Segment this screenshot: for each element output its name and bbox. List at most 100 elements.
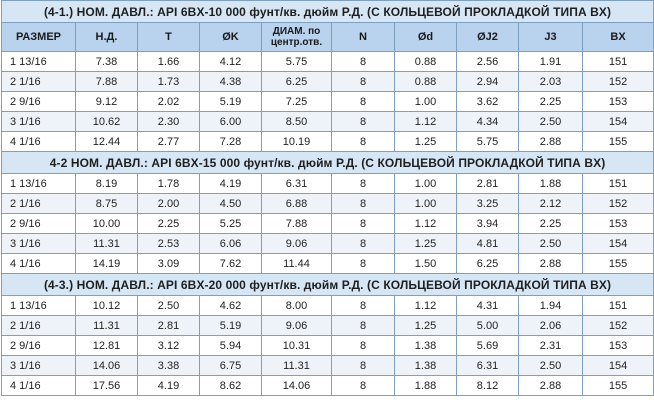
- table-cell: 8.62: [199, 375, 262, 396]
- table-cell: 12.81: [75, 335, 138, 356]
- table-cell: 153: [581, 91, 654, 112]
- table-cell: 2.02: [137, 91, 200, 112]
- table-cell: 4.12: [199, 51, 262, 72]
- table-cell: 6.00: [199, 111, 262, 132]
- table-row: 2 1/16 7.88 1.73 4.38 6.25 8 0.88 2.94 2.03 152: [1, 71, 654, 92]
- table-cell: 9.06: [261, 233, 332, 254]
- column-header: РАЗМЕР: [1, 22, 76, 52]
- table-cell: 4 1/16: [1, 131, 76, 152]
- column-header: Ød: [394, 22, 457, 52]
- table-cell: 2.31: [518, 335, 583, 356]
- table-cell: 3 1/16: [1, 355, 76, 376]
- table-cell: 5.94: [199, 335, 262, 356]
- table-cell: 4.34: [456, 111, 519, 132]
- table-cell: 9.06: [261, 315, 332, 336]
- table-cell: 7.25: [261, 91, 332, 112]
- table-cell: 151: [581, 173, 654, 194]
- table-cell: 1.00: [394, 193, 457, 214]
- table-cell: 3.25: [456, 193, 519, 214]
- table-cell: 2.77: [137, 131, 200, 152]
- table-cell: 1.38: [394, 335, 457, 356]
- table-cell: 4.81: [456, 233, 519, 254]
- table-cell: 2.88: [518, 253, 583, 274]
- table-cell: 1.88: [518, 173, 583, 194]
- table-cell: 4 1/16: [1, 375, 76, 396]
- column-header: BX: [581, 22, 654, 52]
- column-header: ДИАМ. по центр.отв.: [261, 22, 332, 52]
- table-cell: 152: [581, 71, 654, 92]
- table-cell: 155: [581, 253, 654, 274]
- table-cell: 154: [581, 111, 654, 132]
- table-cell: 5.75: [261, 51, 332, 72]
- table-cell: 7.88: [261, 213, 332, 234]
- table-cell: 2 1/16: [1, 71, 76, 92]
- table-cell: 2.12: [518, 193, 583, 214]
- table-cell: 4.19: [137, 375, 200, 396]
- table-cell: 4.19: [199, 173, 262, 194]
- table-cell: 1.00: [394, 91, 457, 112]
- table-cell: 6.31: [261, 173, 332, 194]
- section-title: 4-2 НОМ. ДАВЛ.: API 6BX-15 000 фунт/кв. …: [0, 151, 654, 174]
- table-cell: 2.81: [456, 173, 519, 194]
- section-title: (4-1.) НОМ. ДАВЛ.: API 6BX-10 000 фунт/к…: [0, 0, 654, 23]
- table-cell: 2.03: [518, 71, 583, 92]
- table-cell: 2.88: [518, 131, 583, 152]
- table-cell: 8: [331, 335, 395, 356]
- table-cell: 2.25: [518, 213, 583, 234]
- table-row: 1 13/16 10.12 2.50 4.62 8.00 8 1.12 4.31 1.94 151: [1, 295, 654, 316]
- table-cell: 5.00: [456, 315, 519, 336]
- table-cell: 4.62: [199, 295, 262, 316]
- table-row: 4 1/16 12.44 2.77 7.28 10.19 8 1.25 5.75 2.88 155: [1, 131, 654, 152]
- table-cell: 155: [581, 131, 654, 152]
- table-cell: 8: [331, 131, 395, 152]
- table-cell: 4.31: [456, 295, 519, 316]
- table-cell: 154: [581, 233, 654, 254]
- table-row: 3 1/16 11.31 2.53 6.06 9.06 8 1.25 4.81 2.50 154: [1, 233, 654, 254]
- table-cell: 3.94: [456, 213, 519, 234]
- table-cell: 0.88: [394, 51, 457, 72]
- table-cell: 10.00: [75, 213, 138, 234]
- table-cell: 8: [331, 173, 395, 194]
- table-cell: 10.19: [261, 131, 332, 152]
- table-cell: 3 1/16: [1, 233, 76, 254]
- table-cell: 2 1/16: [1, 315, 76, 336]
- table-cell: 2.50: [518, 233, 583, 254]
- table-cell: 6.25: [456, 253, 519, 274]
- table-cell: 17.56: [75, 375, 138, 396]
- table-cell: 11.31: [75, 233, 138, 254]
- column-header: J3: [518, 22, 583, 52]
- table-cell: 153: [581, 335, 654, 356]
- table-cell: 5.19: [199, 91, 262, 112]
- column-header: N: [331, 22, 395, 52]
- table-cell: 8: [331, 315, 395, 336]
- table-cell: 152: [581, 193, 654, 214]
- table-cell: 5.75: [456, 131, 519, 152]
- table-cell: 6.75: [199, 355, 262, 376]
- table-cell: 1 13/16: [1, 295, 76, 316]
- table-cell: 3.38: [137, 355, 200, 376]
- table-cell: 2.88: [518, 375, 583, 396]
- table-cell: 3.12: [137, 335, 200, 356]
- table-cell: 153: [581, 213, 654, 234]
- table-cell: 2 1/16: [1, 193, 76, 214]
- table-cell: 1 13/16: [1, 51, 76, 72]
- table-cell: 1.94: [518, 295, 583, 316]
- table-cell: 8: [331, 375, 395, 396]
- column-header: ØK: [199, 22, 262, 52]
- table-cell: 1.50: [394, 253, 457, 274]
- table-cell: 2.53: [137, 233, 200, 254]
- table-cell: 5.19: [199, 315, 262, 336]
- table-cell: 8: [331, 295, 395, 316]
- table-cell: 6.25: [261, 71, 332, 92]
- table-cell: 4.38: [199, 71, 262, 92]
- table-row: 2 9/16 10.00 2.25 5.25 7.88 8 1.12 3.94 2.25 153: [1, 213, 654, 234]
- table-cell: 11.31: [75, 315, 138, 336]
- table-cell: 154: [581, 355, 654, 376]
- table-cell: 1.66: [137, 51, 200, 72]
- table-cell: 1.91: [518, 51, 583, 72]
- table-cell: 2.94: [456, 71, 519, 92]
- table-cell: 1.25: [394, 131, 457, 152]
- table-cell: 2 9/16: [1, 213, 76, 234]
